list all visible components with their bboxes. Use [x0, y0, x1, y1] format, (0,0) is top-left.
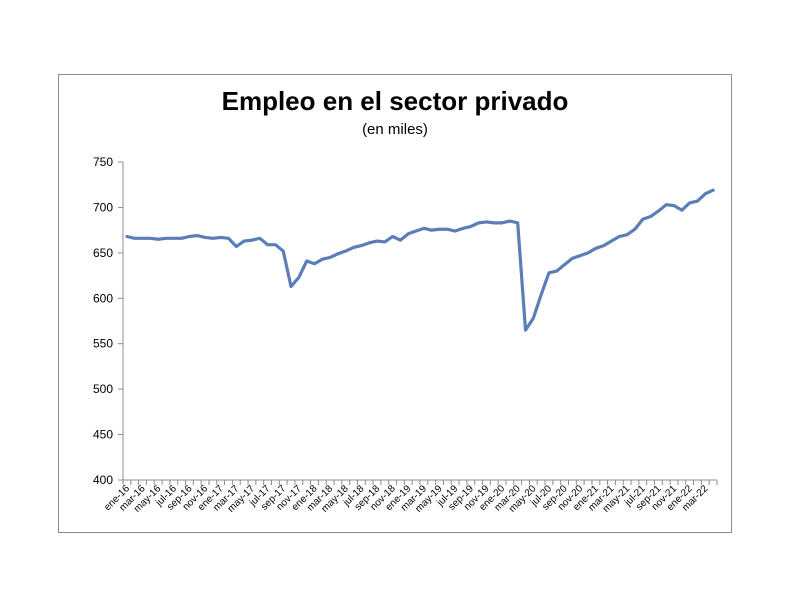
chart-title: Empleo en el sector privado	[221, 86, 569, 116]
data-point	[367, 241, 371, 245]
data-point	[461, 227, 465, 230]
data-point	[321, 258, 324, 261]
data-point	[618, 235, 621, 238]
data-point	[164, 237, 168, 240]
data-point	[571, 257, 574, 260]
data-point	[344, 249, 347, 253]
data-point	[477, 221, 480, 225]
data-point	[579, 254, 582, 257]
data-point	[399, 238, 402, 242]
data-point	[274, 243, 277, 246]
y-axis: 400 450 500 550 600 650 700 750	[93, 155, 124, 487]
data-point	[172, 237, 176, 240]
y-tick-label: 750	[93, 155, 113, 169]
data-point	[625, 233, 629, 236]
data-point	[555, 269, 558, 273]
data-point	[688, 201, 691, 205]
data-point	[711, 188, 715, 192]
y-tick-label: 550	[93, 337, 113, 351]
data-point	[196, 234, 199, 237]
data-point	[633, 228, 637, 231]
data-point	[203, 236, 207, 239]
data-point	[500, 221, 504, 225]
series-line	[125, 188, 715, 332]
data-point	[524, 328, 527, 332]
y-tick-label: 600	[93, 291, 113, 305]
data-point	[149, 237, 152, 240]
chart-subtitle: (en miles)	[362, 121, 428, 138]
data-point	[641, 218, 644, 221]
data-point	[227, 237, 230, 240]
data-point	[414, 229, 418, 233]
data-point	[438, 228, 441, 231]
data-point	[508, 219, 512, 223]
data-point	[180, 237, 183, 240]
data-point	[704, 192, 707, 195]
y-tick-label: 400	[93, 473, 113, 487]
data-point	[532, 317, 535, 320]
data-point	[360, 244, 363, 247]
data-point	[657, 209, 660, 213]
data-point	[407, 232, 410, 235]
data-point	[289, 285, 293, 288]
data-point	[305, 259, 308, 263]
y-tick-label: 700	[93, 200, 113, 214]
chart-frame	[58, 74, 732, 533]
data-point	[493, 221, 496, 225]
data-point	[141, 237, 144, 240]
data-point	[586, 251, 590, 255]
series-layer	[125, 188, 715, 332]
x-axis: ene-16mar-16may-16jul-16sep-16nov-16ene-…	[102, 479, 718, 515]
data-point	[266, 243, 269, 246]
data-point	[282, 249, 285, 253]
data-point	[453, 229, 457, 233]
data-point	[539, 293, 543, 296]
data-point	[383, 240, 387, 244]
data-point	[680, 208, 684, 212]
data-point	[610, 239, 613, 243]
data-point	[375, 239, 379, 243]
data-point	[446, 228, 449, 231]
data-point	[258, 237, 261, 240]
data-point	[469, 225, 473, 228]
data-point	[352, 246, 355, 249]
data-point	[391, 235, 394, 238]
data-point	[156, 238, 160, 241]
data-point	[696, 199, 699, 203]
data-point	[594, 247, 598, 250]
data-point	[242, 239, 246, 243]
data-point	[235, 245, 238, 248]
data-point	[219, 236, 222, 239]
data-point	[430, 228, 433, 232]
data-point	[188, 235, 191, 238]
y-tick-label: 500	[93, 382, 113, 396]
data-point	[336, 252, 340, 255]
data-point	[649, 215, 652, 218]
data-point	[563, 263, 566, 266]
data-point	[250, 238, 254, 242]
data-point	[328, 256, 332, 259]
data-point	[422, 227, 426, 230]
data-point	[211, 237, 215, 240]
data-point	[125, 235, 129, 238]
data-point	[516, 221, 519, 225]
data-point	[297, 276, 301, 279]
data-point	[602, 244, 605, 247]
data-point	[313, 262, 316, 265]
y-tick-label: 450	[93, 428, 113, 442]
data-point	[485, 220, 488, 224]
data-point	[133, 237, 136, 240]
data-point	[547, 271, 551, 275]
y-tick-label: 650	[93, 246, 113, 260]
data-point	[672, 204, 676, 207]
data-point	[664, 203, 668, 206]
